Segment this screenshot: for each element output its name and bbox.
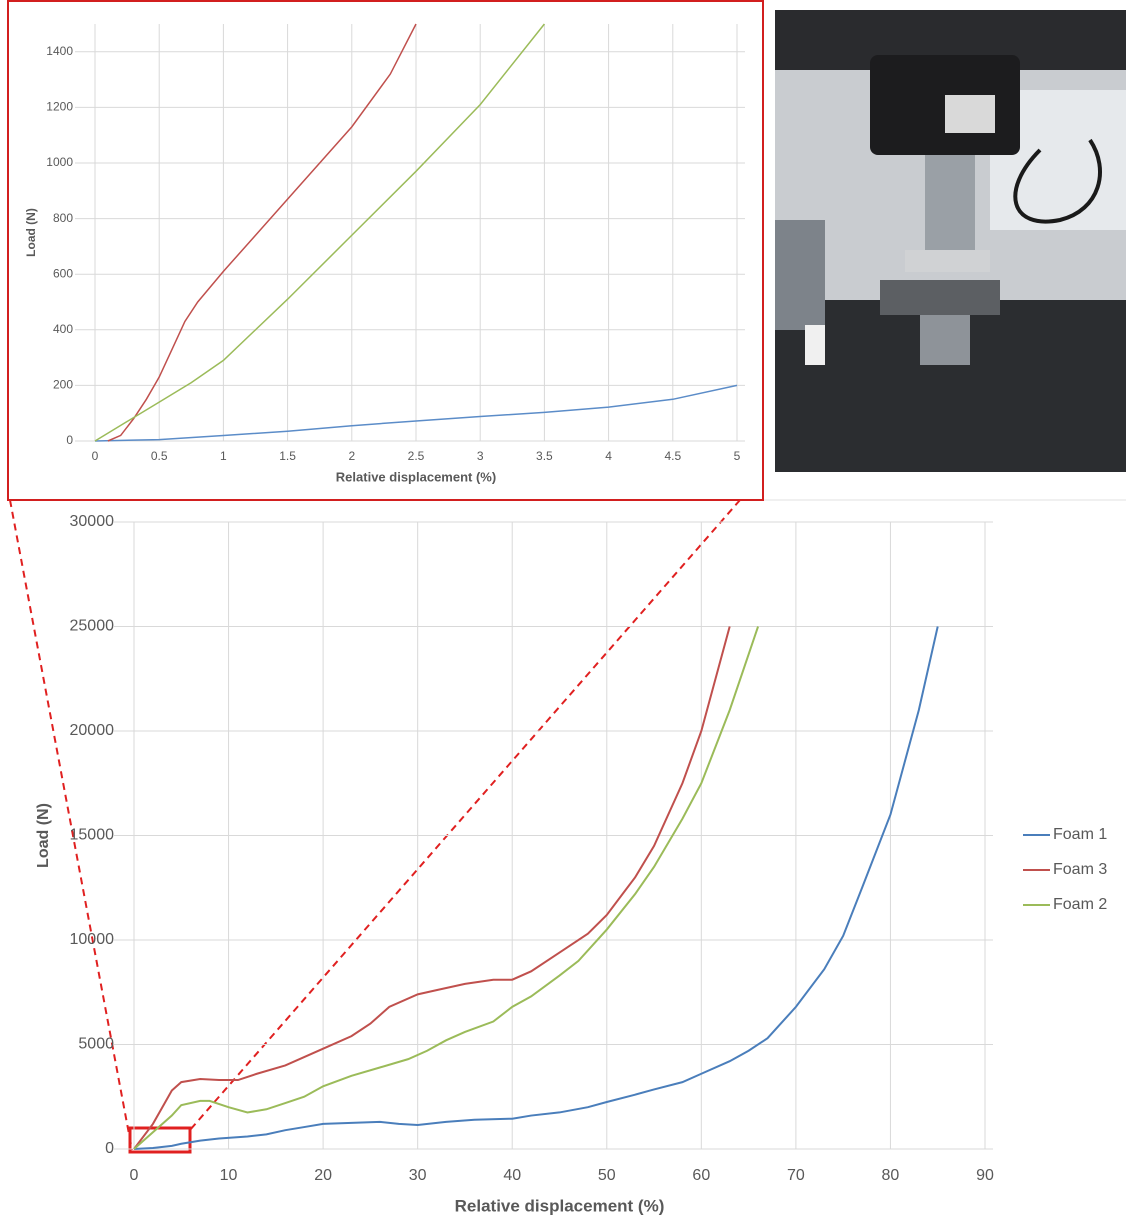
legend-label: Foam 1: [1053, 826, 1107, 843]
inset-frame: [7, 0, 764, 501]
x-tick-label: 5: [734, 449, 741, 463]
y-tick-label: 0: [105, 1140, 114, 1157]
x-tick-label: 20: [314, 1167, 332, 1184]
x-tick-label: 0.5: [151, 449, 168, 463]
x-axis-label: Relative displacement (%): [455, 1196, 665, 1215]
x-tick-label: 4.5: [664, 449, 681, 463]
series-line: [107, 23, 417, 442]
photo: [775, 10, 1126, 472]
x-tick-label: 3: [477, 449, 484, 463]
series-line: [94, 23, 545, 442]
legend-label: Foam 3: [1053, 861, 1107, 878]
y-tick-label: 600: [53, 266, 73, 280]
series-line: [133, 626, 731, 1150]
x-tick-label: 4: [605, 449, 612, 463]
series-line: [133, 626, 939, 1150]
y-axis-label: Load (N): [35, 803, 52, 868]
zoom-line: [189, 499, 741, 1131]
y-tick-label: 0: [66, 433, 73, 447]
y-tick-label: 200: [53, 378, 73, 392]
legend-label: Foam 2: [1053, 896, 1107, 913]
y-tick-label: 1400: [46, 44, 73, 58]
y-tick-label: 400: [53, 322, 73, 336]
y-tick-label: 1200: [46, 100, 73, 114]
x-tick-label: 2.5: [408, 449, 425, 463]
series-line: [133, 626, 760, 1150]
x-tick-label: 1.5: [279, 449, 296, 463]
y-axis-label: Load (N): [24, 208, 38, 257]
y-tick-label: 1000: [46, 155, 73, 169]
y-tick-label: 25000: [70, 618, 115, 635]
x-tick-label: 70: [787, 1167, 805, 1184]
x-tick-label: 2: [348, 449, 355, 463]
y-tick-label: 15000: [70, 827, 115, 844]
x-tick-label: 60: [692, 1167, 710, 1184]
x-tick-label: 30: [409, 1167, 427, 1184]
x-tick-label: 40: [503, 1167, 521, 1184]
x-tick-label: 50: [598, 1167, 616, 1184]
x-tick-label: 3.5: [536, 449, 553, 463]
x-tick-label: 0: [130, 1167, 139, 1184]
y-tick-label: 5000: [78, 1036, 114, 1053]
x-tick-label: 90: [976, 1167, 994, 1184]
x-axis-label: Relative displacement (%): [336, 469, 496, 484]
series-line: [94, 384, 738, 442]
x-tick-label: 1: [220, 449, 227, 463]
y-tick-label: 10000: [70, 931, 115, 948]
y-tick-label: 800: [53, 211, 73, 225]
zoom-line: [9, 499, 133, 1151]
x-tick-label: 80: [882, 1167, 900, 1184]
x-tick-label: 0: [92, 449, 99, 463]
zoom-box: [128, 1126, 192, 1154]
y-tick-label: 20000: [70, 722, 115, 739]
y-tick-label: 30000: [70, 513, 115, 530]
x-tick-label: 10: [220, 1167, 238, 1184]
